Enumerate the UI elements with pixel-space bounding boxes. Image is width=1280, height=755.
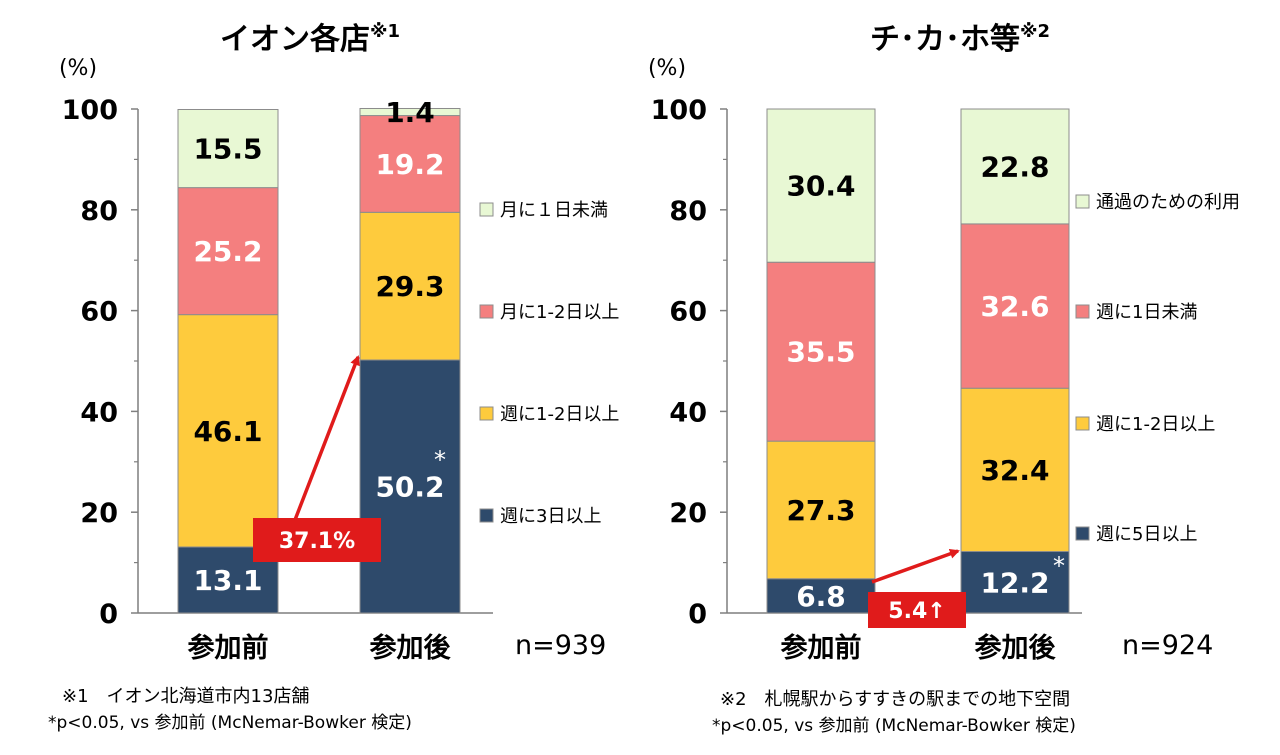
bar-segment xyxy=(177,314,279,548)
footnote: *p<0.05, vs 参加前 (McNemar-Bowker 検定) xyxy=(712,716,1076,736)
increase-arrow xyxy=(286,355,360,539)
data-label: 15.5 xyxy=(193,133,262,166)
category-label: 参加後 xyxy=(975,632,1057,664)
category-label: 参加前 xyxy=(781,632,862,664)
data-label: 32.4 xyxy=(980,454,1049,487)
footnote: *p<0.05, vs 参加前 (McNemar-Bowker 検定) xyxy=(48,713,412,733)
chart-2: チ･カ･ホ等※2 (%) 0 20 40 60 80 100 6.8 27.3 35.5 30.4 参加… xyxy=(648,21,1240,736)
data-label: 12.2 xyxy=(980,566,1049,599)
y-tick-label: 20 xyxy=(80,498,118,529)
bar-segment xyxy=(960,551,1070,614)
data-label: 22.8 xyxy=(980,150,1049,183)
y-tick-label: 40 xyxy=(669,397,707,428)
data-label: 29.3 xyxy=(375,270,444,303)
category-label: 参加前 xyxy=(188,632,269,664)
bar-segment xyxy=(359,359,461,614)
data-label: 50.2 xyxy=(375,470,444,503)
y-axis-unit: (%) xyxy=(59,56,97,81)
data-label: 6.8 xyxy=(796,580,846,613)
legend-label: 週に1-2日以上 xyxy=(1096,414,1215,435)
y-tick-label: 60 xyxy=(669,297,707,328)
bar-segment xyxy=(960,108,1070,225)
legend-label: 月に１日未満 xyxy=(500,200,608,221)
data-label: 1.4 xyxy=(385,96,435,129)
increase-arrow xyxy=(871,549,960,584)
chart-title-mark: ※2 xyxy=(1020,21,1050,42)
chart-title: チ･カ･ホ等※2 xyxy=(870,21,1050,57)
legend-swatch xyxy=(479,406,494,421)
y-tick-label: 0 xyxy=(688,599,707,630)
y-tick-label: 20 xyxy=(669,498,707,529)
y-tick-label: 0 xyxy=(99,599,118,630)
data-label: 27.3 xyxy=(786,494,855,527)
bar-segment xyxy=(359,115,461,213)
legend-swatch xyxy=(1075,194,1090,209)
legend-label: 通過のための利用 xyxy=(1096,192,1240,213)
data-label: 13.1 xyxy=(193,564,262,597)
chart-title: イオン各店※1 xyxy=(220,21,400,57)
callout-label: 37.1% xyxy=(279,529,355,554)
legend-label: 月に1-2日以上 xyxy=(500,302,619,323)
legend-swatch xyxy=(1075,526,1090,541)
y-tick-label: 100 xyxy=(62,95,118,126)
bar-segment xyxy=(766,440,876,580)
footnote: ※1 イオン北海道市内13店舗 xyxy=(62,686,309,707)
legend-label: 週に1日未満 xyxy=(1096,302,1197,323)
legend-swatch xyxy=(1075,304,1090,319)
callout-label: 5.4↑ xyxy=(888,599,945,624)
legend-label: 週に5日以上 xyxy=(1096,524,1197,545)
legend-label: 週に1-2日以上 xyxy=(500,404,619,425)
y-tick-label: 40 xyxy=(80,397,118,428)
data-label: 19.2 xyxy=(375,148,444,181)
bar-segment xyxy=(766,108,876,263)
bar-segment xyxy=(766,261,876,442)
bar-segment xyxy=(960,387,1070,553)
bar-segment xyxy=(177,109,279,189)
data-label: 25.2 xyxy=(193,235,262,268)
legend-swatch xyxy=(479,202,494,217)
category-label: 参加後 xyxy=(370,632,452,664)
callout-box xyxy=(253,518,381,562)
chart-title-text: イオン各店 xyxy=(220,22,370,57)
significance-mark: * xyxy=(1053,552,1065,580)
significance-mark: * xyxy=(434,446,446,474)
y-axis-unit: (%) xyxy=(648,56,686,81)
data-label: 30.4 xyxy=(786,170,855,203)
chart-title-mark: ※1 xyxy=(370,21,400,42)
y-tick-label: 80 xyxy=(80,196,118,227)
chart-title-text: チ･カ･ホ等 xyxy=(870,22,1020,57)
footnote: ※2 札幌駅からすすきの駅までの地下空間 xyxy=(720,689,1070,710)
sample-size-label: n=939 xyxy=(515,630,606,661)
y-tick-label: 100 xyxy=(651,95,707,126)
bar-segment xyxy=(359,211,461,361)
data-label: 32.6 xyxy=(980,290,1049,323)
data-label: 35.5 xyxy=(786,336,855,369)
y-tick-label: 80 xyxy=(669,196,707,227)
bar-segment xyxy=(177,187,279,316)
callout-box xyxy=(868,592,966,628)
chart-1: イオン各店※1 (%) 0 20 40 60 80 100 13.1 46.1 25.2 15.5 参加… xyxy=(48,21,619,733)
y-tick-label: 60 xyxy=(80,297,118,328)
bar-segment xyxy=(960,223,1070,389)
sample-size-label: n=924 xyxy=(1122,630,1213,661)
legend-label: 週に3日以上 xyxy=(500,506,601,527)
data-label: 46.1 xyxy=(193,415,262,448)
legend-swatch xyxy=(479,508,494,523)
legend-swatch xyxy=(1075,416,1090,431)
legend-swatch xyxy=(479,304,494,319)
bar-segment xyxy=(359,107,461,117)
